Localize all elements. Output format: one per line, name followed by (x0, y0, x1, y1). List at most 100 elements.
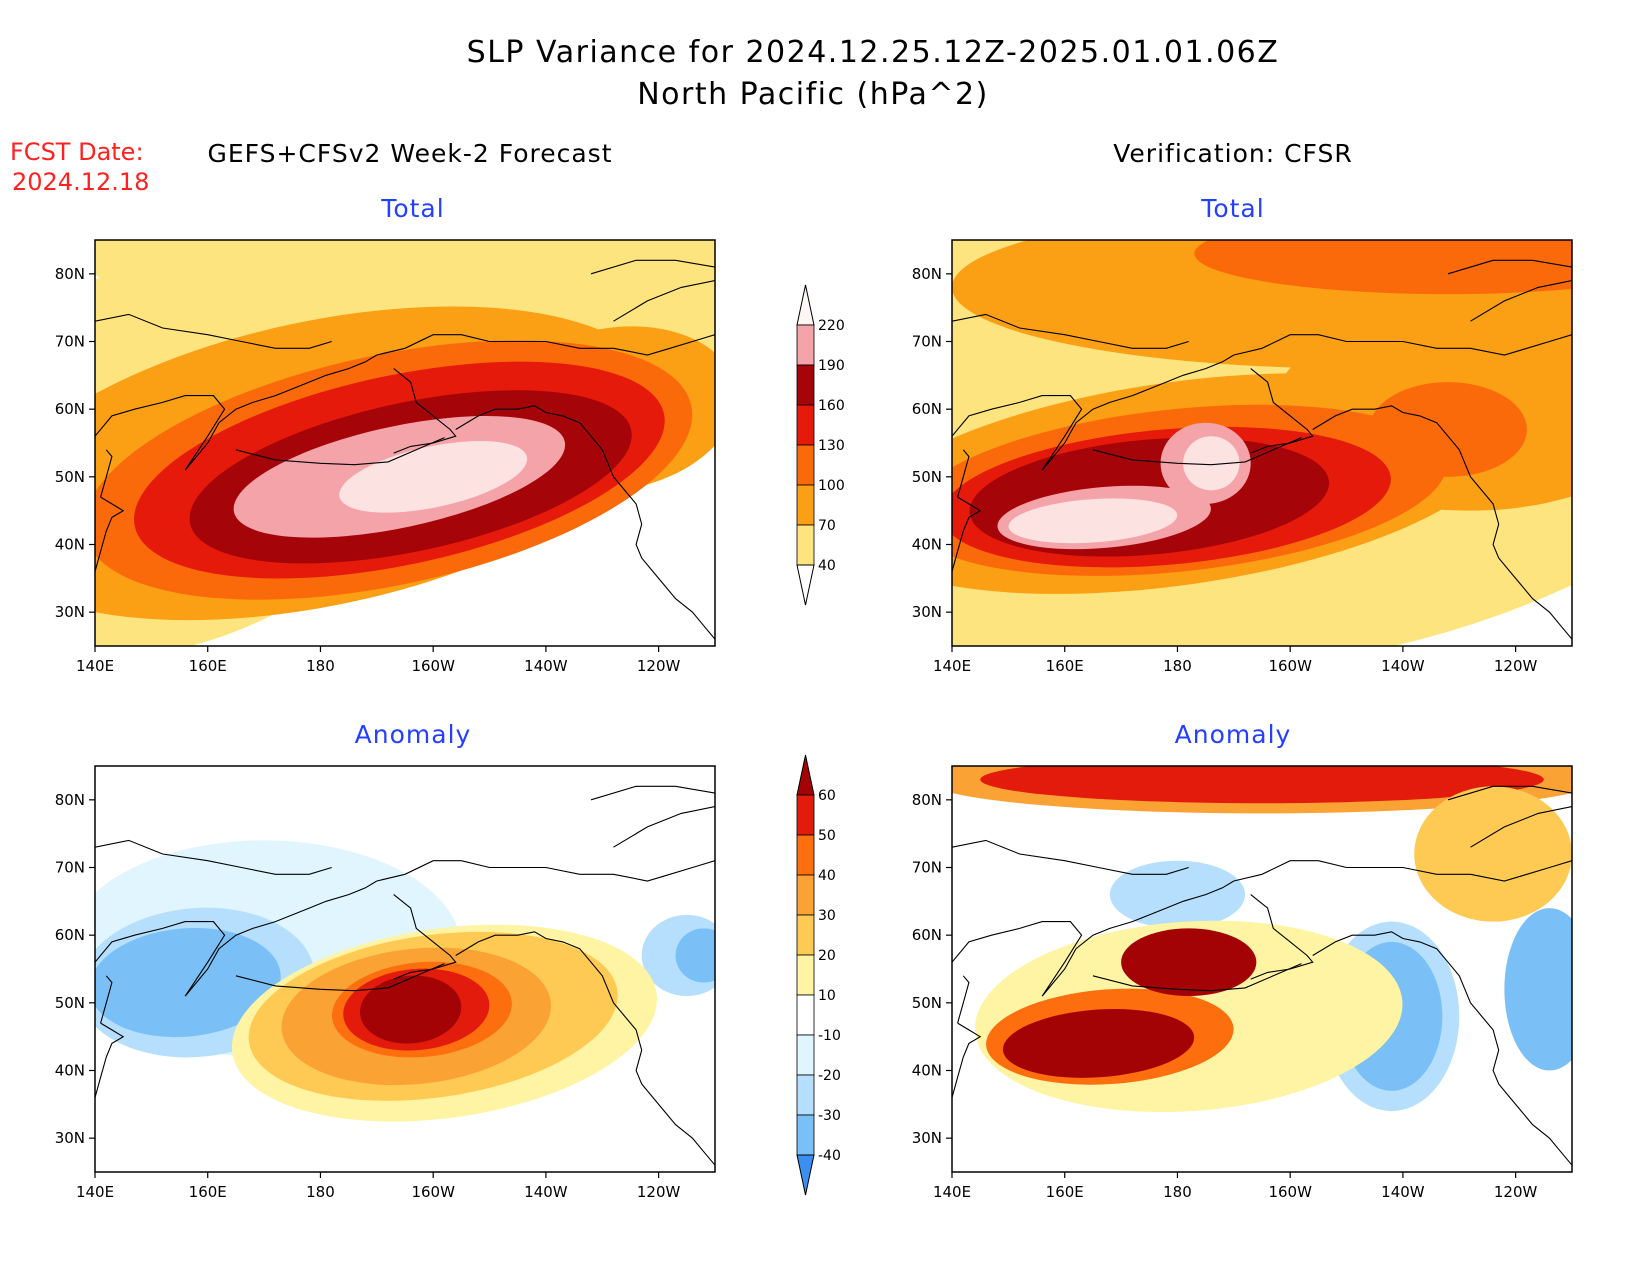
coastline-segment (1092, 437, 1302, 466)
x-tick-label: 120W (1494, 1183, 1538, 1201)
map-panel-forecast-anomaly: 140E 160E 180 160W 140W 120W 30N 40N 50N 60N 70N 80… (55, 765, 716, 1201)
map-frame (94, 765, 716, 1173)
coastline-segment (95, 1022, 125, 1098)
colorbar-label: 190 (818, 358, 845, 374)
coastline-segment (100, 975, 113, 1024)
coastline-segment (952, 313, 1189, 349)
coastline-segment (455, 405, 715, 640)
colorbar-swatch (796, 994, 815, 1036)
contour-region (339, 441, 528, 513)
colorbar-label: 30 (818, 908, 836, 924)
colorbar-label: 40 (818, 868, 836, 884)
coastline-segment (952, 496, 982, 572)
map-panel-forecast-total: 140E 160E 180 160W 140W 120W 30N 40N 50N 60N 70N 80… (55, 239, 716, 675)
colorbar-swatch (796, 1074, 815, 1116)
panel-title-fcst-anom: Anomaly (355, 720, 472, 749)
colorbar-swatch (796, 794, 815, 836)
y-tick-label: 50N (912, 994, 942, 1012)
x-tick-label: 140W (524, 1183, 568, 1201)
coastline-segment (952, 839, 1189, 875)
contour-region (1183, 436, 1240, 491)
x-tick-label: 160E (189, 1183, 227, 1201)
contour-fill-layer (952, 766, 1572, 1113)
colorbar-swatch (796, 914, 815, 956)
coastline-segment (1250, 894, 1314, 980)
map-panel-verification-total: 140E 160E 180 160W 140W 120W 30N 40N 50N 60N 70N 80… (912, 239, 1573, 675)
y-tick-label: 40N (912, 1062, 942, 1080)
coastline-segment (590, 259, 715, 275)
panel-title-ver-total: Total (1200, 194, 1264, 223)
x-tick-label: 140E (933, 1183, 971, 1201)
figure-subtitle: North Pacific (hPa^2) (637, 77, 989, 112)
colorbar-swatch (796, 524, 815, 566)
coastline-segment (1447, 259, 1572, 275)
colorbar-label: 100 (818, 478, 845, 494)
colorbar-label: -40 (818, 1148, 841, 1164)
contour-region (1504, 908, 1572, 1071)
coastline-segment (100, 449, 113, 498)
contour-region (1194, 240, 1572, 295)
coastline-segment (235, 963, 445, 992)
contour-region (1414, 786, 1572, 922)
right-column-heading: Verification: CFSR (1113, 139, 1352, 168)
y-tick-label: 30N (55, 603, 85, 621)
coastline-segment (952, 1022, 982, 1098)
coastline-segment (1312, 931, 1572, 1166)
colorbar-total: 40 70 100 130 160 190 220 (796, 284, 845, 606)
y-tick-label: 60N (55, 400, 85, 418)
map-panel-verification-anomaly: 140E 160E 180 160W 140W 120W 30N 40N 50N 60N 70N 80… (912, 765, 1573, 1201)
colorbar-swatch (796, 364, 815, 406)
fcst-date-value: 2024.12.18 (12, 168, 149, 196)
coastline-segment (95, 880, 378, 997)
colorbar-swatch (796, 834, 815, 876)
coastline-segment (1250, 368, 1314, 454)
x-tick-label: 160W (1268, 1183, 1312, 1201)
y-tick-label: 30N (912, 603, 942, 621)
colorbar-label: 50 (818, 828, 836, 844)
x-tick-label: 160W (411, 657, 455, 675)
y-tick-label: 60N (912, 400, 942, 418)
contour-region (1121, 928, 1257, 997)
coastline (952, 259, 1572, 640)
coastline-segment (393, 894, 457, 980)
x-tick-label: 120W (1494, 657, 1538, 675)
contour-region (1109, 860, 1246, 929)
x-tick-label: 180 (1163, 657, 1192, 675)
coastline-segment (952, 880, 1235, 997)
x-tick-label: 120W (637, 657, 681, 675)
colorbar-label: 40 (818, 558, 836, 574)
coastline-segment (95, 839, 332, 875)
coastline-segment (590, 785, 715, 801)
colorbar-label: 20 (818, 948, 836, 964)
coastline-segment (95, 496, 125, 572)
coastline-segment (957, 975, 970, 1024)
y-tick-label: 70N (912, 333, 942, 351)
map-frame (951, 765, 1573, 1173)
coastline-segment (1312, 405, 1572, 640)
panel-title-fcst-total: Total (380, 194, 444, 223)
colorbar-label: -10 (818, 1028, 841, 1044)
colorbar-top-triangle (796, 754, 815, 796)
colorbar-swatch (796, 954, 815, 996)
y-tick-label: 80N (912, 265, 942, 283)
y-tick-label: 80N (55, 791, 85, 809)
coastline-segment (235, 437, 445, 466)
colorbar-top-triangle (796, 284, 815, 326)
coastline-segment (613, 806, 715, 848)
x-tick-label: 140W (524, 657, 568, 675)
colorbar-label: 130 (818, 438, 845, 454)
colorbar-label: 160 (818, 398, 845, 414)
x-tick-label: 140E (76, 657, 114, 675)
fcst-date-label: FCST Date: (10, 138, 144, 166)
coastline-segment (376, 860, 715, 882)
y-tick-label: 70N (912, 859, 942, 877)
colorbar-swatch (796, 444, 815, 486)
contour-region (1008, 498, 1178, 544)
y-tick-label: 70N (55, 859, 85, 877)
y-tick-label: 40N (55, 536, 85, 554)
colorbar-swatch (796, 484, 815, 526)
coastline-segment (1233, 860, 1572, 882)
colorbar-label: -20 (818, 1068, 841, 1084)
coastline-segment (952, 354, 1235, 471)
